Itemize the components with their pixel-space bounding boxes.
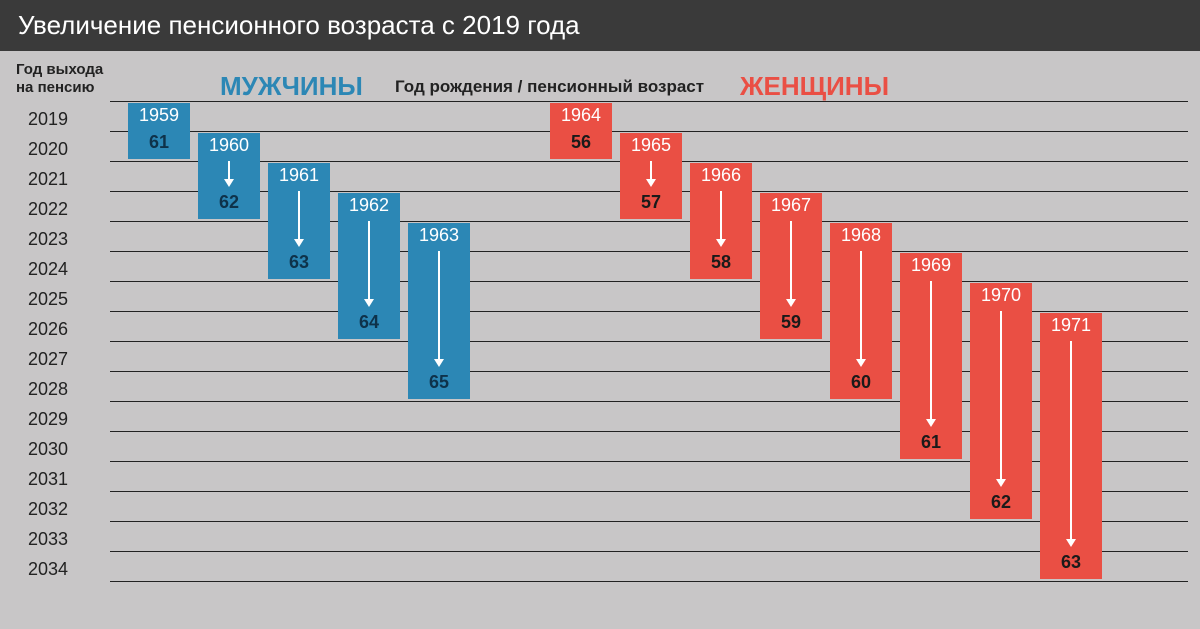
birth-year: 1960 <box>198 135 260 156</box>
arrowhead-icon <box>856 359 866 367</box>
y-tick: 2029 <box>28 409 68 430</box>
arrow-icon <box>1000 311 1002 479</box>
arrowhead-icon <box>434 359 444 367</box>
arrow-icon <box>1070 341 1072 539</box>
men-heading: МУЖЧИНЫ <box>220 71 363 102</box>
retirement-age: 64 <box>338 312 400 333</box>
birth-year: 1962 <box>338 195 400 216</box>
retirement-age: 56 <box>550 132 612 153</box>
arrow-icon <box>790 221 792 299</box>
arrowhead-icon <box>224 179 234 187</box>
birth-year: 1965 <box>620 135 682 156</box>
birth-year: 1963 <box>408 225 470 246</box>
gridline <box>110 581 1188 582</box>
gridline <box>110 521 1188 522</box>
arrow-icon <box>930 281 932 419</box>
retirement-age: 58 <box>690 252 752 273</box>
y-tick: 2022 <box>28 199 68 220</box>
center-heading: Год рождения / пенсионный возраст <box>395 77 704 97</box>
women-bar: 1967 59 <box>760 193 822 339</box>
men-bar: 1961 63 <box>268 163 330 279</box>
birth-year: 1959 <box>128 105 190 126</box>
retirement-age: 63 <box>268 252 330 273</box>
y-tick: 2025 <box>28 289 68 310</box>
arrow-icon <box>368 221 370 299</box>
pension-chart: Год выхода на пенсию МУЖЧИНЫ Год рождени… <box>0 51 1200 629</box>
women-bar: 1964 56 <box>550 103 612 159</box>
retirement-age: 62 <box>970 492 1032 513</box>
retirement-age: 62 <box>198 192 260 213</box>
arrowhead-icon <box>294 239 304 247</box>
women-bar: 1968 60 <box>830 223 892 399</box>
arrow-icon <box>228 161 230 179</box>
men-bar: 1963 65 <box>408 223 470 399</box>
retirement-age: 57 <box>620 192 682 213</box>
women-bar: 1966 58 <box>690 163 752 279</box>
arrowhead-icon <box>364 299 374 307</box>
arrowhead-icon <box>786 299 796 307</box>
y-tick: 2034 <box>28 559 68 580</box>
arrow-icon <box>298 191 300 239</box>
birth-year: 1970 <box>970 285 1032 306</box>
birth-year: 1969 <box>900 255 962 276</box>
arrowhead-icon <box>996 479 1006 487</box>
y-tick: 2031 <box>28 469 68 490</box>
men-bar: 1962 64 <box>338 193 400 339</box>
gridline <box>110 131 1188 132</box>
gridline <box>110 101 1188 102</box>
y-tick: 2027 <box>28 349 68 370</box>
arrow-icon <box>720 191 722 239</box>
retirement-age: 65 <box>408 372 470 393</box>
arrow-icon <box>650 161 652 179</box>
women-bar: 1970 62 <box>970 283 1032 519</box>
birth-year: 1961 <box>268 165 330 186</box>
birth-year: 1971 <box>1040 315 1102 336</box>
retirement-age: 61 <box>900 432 962 453</box>
arrow-icon <box>860 251 862 359</box>
arrow-icon <box>438 251 440 359</box>
gridline <box>110 551 1188 552</box>
y-tick: 2021 <box>28 169 68 190</box>
women-bar: 1965 57 <box>620 133 682 219</box>
y-tick: 2024 <box>28 259 68 280</box>
arrowhead-icon <box>716 239 726 247</box>
women-heading: ЖЕНЩИНЫ <box>740 71 889 102</box>
gridline <box>110 281 1188 282</box>
year-column-label-2: на пенсию <box>16 79 94 97</box>
birth-year: 1967 <box>760 195 822 216</box>
birth-year: 1964 <box>550 105 612 126</box>
y-tick: 2020 <box>28 139 68 160</box>
birth-year: 1968 <box>830 225 892 246</box>
y-tick: 2030 <box>28 439 68 460</box>
retirement-age: 63 <box>1040 552 1102 573</box>
y-tick: 2033 <box>28 529 68 550</box>
retirement-age: 60 <box>830 372 892 393</box>
page-title: Увеличение пенсионного возраста с 2019 г… <box>0 0 1200 51</box>
y-tick: 2028 <box>28 379 68 400</box>
women-bar: 1969 61 <box>900 253 962 459</box>
retirement-age: 59 <box>760 312 822 333</box>
y-tick: 2026 <box>28 319 68 340</box>
birth-year: 1966 <box>690 165 752 186</box>
retirement-age: 61 <box>128 132 190 153</box>
y-tick: 2019 <box>28 109 68 130</box>
arrowhead-icon <box>646 179 656 187</box>
arrowhead-icon <box>926 419 936 427</box>
year-column-label-1: Год выхода <box>16 61 103 79</box>
men-bar: 1960 62 <box>198 133 260 219</box>
y-tick: 2032 <box>28 499 68 520</box>
men-bar: 1959 61 <box>128 103 190 159</box>
women-bar: 1971 63 <box>1040 313 1102 579</box>
arrowhead-icon <box>1066 539 1076 547</box>
y-tick: 2023 <box>28 229 68 250</box>
